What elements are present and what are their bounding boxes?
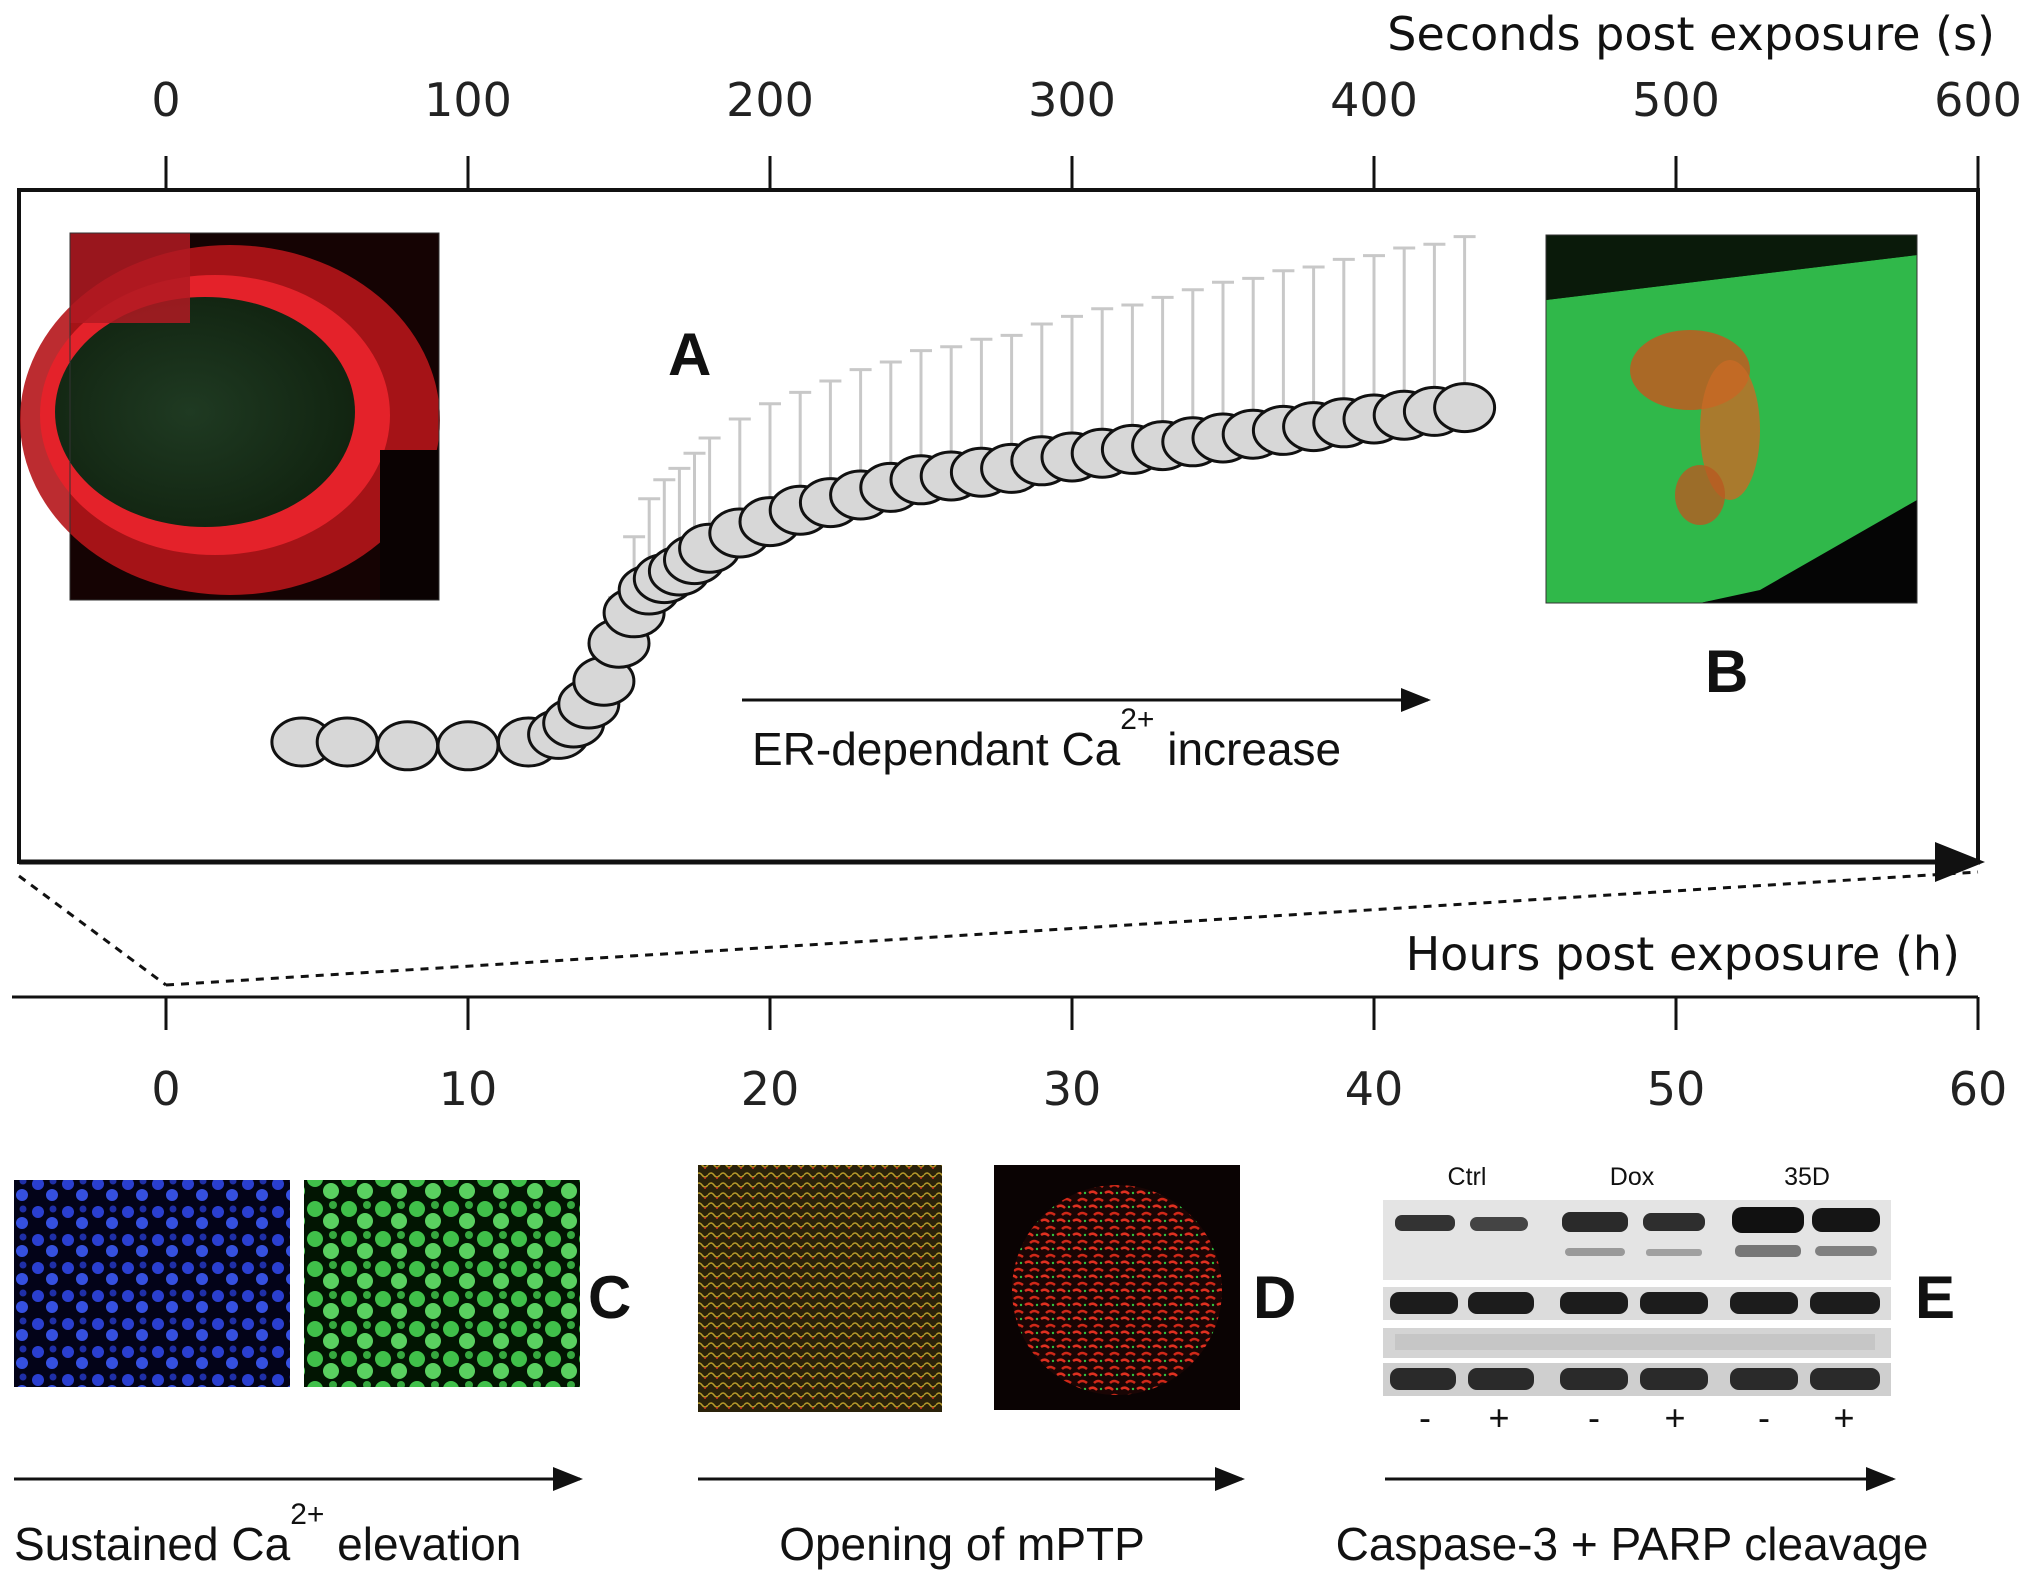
micrograph-b	[1545, 234, 1918, 604]
panel-label-c: C	[588, 1264, 631, 1331]
blot-header-dox: Dox	[1610, 1163, 1655, 1191]
bottom-tick-label: 20	[741, 1062, 800, 1116]
blot-sign: +	[1833, 1397, 1854, 1438]
data-point	[315, 716, 379, 768]
bottom-axis: Hours post exposure (h) 0 10 20 30 40 50…	[12, 927, 2007, 1116]
bottom-tick-label: 30	[1043, 1062, 1102, 1116]
top-tick-label: 100	[424, 73, 512, 127]
blot-strip-4	[1383, 1363, 1891, 1396]
blot-sign: -	[1758, 1397, 1770, 1438]
blot-sign: -	[1419, 1397, 1431, 1438]
blot-strip-2	[1383, 1287, 1891, 1320]
panel-label-e: E	[1915, 1264, 1955, 1331]
blot-header-35d: 35D	[1784, 1163, 1830, 1191]
panel-c: C Sustained Ca2+ elevation	[14, 1180, 631, 1570]
panel-label-b: B	[1705, 638, 1748, 705]
er-annotation: ER-dependant Ca2+ increase	[752, 703, 1341, 775]
data-markers	[270, 382, 1497, 772]
panel-e-caption: Caspase-3 + PARP cleavage	[1336, 1518, 1929, 1570]
top-tick-label: 600	[1934, 73, 2022, 127]
micrograph-c-blue	[14, 1180, 290, 1387]
panel-label-d: D	[1253, 1264, 1296, 1331]
top-tick-label: 0	[151, 73, 180, 127]
micrograph-c-green	[304, 1180, 580, 1387]
panel-c-caption: Sustained Ca2+ elevation	[14, 1498, 521, 1570]
micrograph-d-right-cell	[1012, 1185, 1222, 1395]
bottom-tick-label: 40	[1345, 1062, 1404, 1116]
blot-strip-1	[1383, 1200, 1891, 1280]
micrograph-d-left	[698, 1165, 942, 1412]
top-tick-label: 200	[726, 73, 814, 127]
blot-sign: +	[1664, 1397, 1685, 1438]
bottom-tick-label: 60	[1949, 1062, 2008, 1116]
zoom-line-left	[18, 874, 167, 987]
panel-d: D Opening of mPTP	[698, 1165, 1296, 1570]
top-tick-label: 500	[1632, 73, 1720, 127]
panel-label-a: A	[668, 321, 711, 388]
data-point	[376, 720, 440, 772]
bottom-tick-label: 0	[151, 1062, 180, 1116]
data-point	[436, 720, 500, 772]
blot-header-ctrl: Ctrl	[1448, 1163, 1487, 1191]
bottom-tick-label: 10	[439, 1062, 498, 1116]
data-point	[1433, 382, 1497, 434]
panel-d-caption: Opening of mPTP	[779, 1518, 1145, 1570]
top-axis-title: Seconds post exposure (s)	[1387, 7, 1995, 61]
zoom-line-right	[165, 870, 1979, 987]
micrograph-a	[20, 232, 440, 601]
blot-sign: +	[1488, 1397, 1509, 1438]
top-axis: Seconds post exposure (s) 0 100 200 300 …	[151, 7, 2022, 190]
bottom-tick-label: 50	[1647, 1062, 1706, 1116]
panel-e: Ctrl Dox 35D - + -	[1336, 1163, 1955, 1570]
bottom-axis-title: Hours post exposure (h)	[1406, 927, 1960, 981]
top-tick-label: 300	[1028, 73, 1116, 127]
blot-sign: -	[1588, 1397, 1600, 1438]
top-tick-label: 400	[1330, 73, 1418, 127]
